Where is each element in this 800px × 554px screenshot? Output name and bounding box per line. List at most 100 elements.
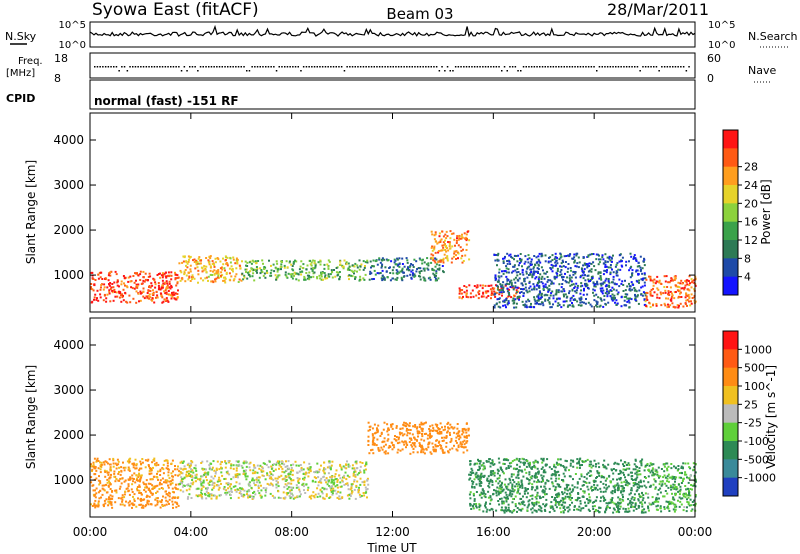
echo-cell (99, 480, 102, 483)
echo-cell (256, 471, 259, 474)
echo-cell (521, 265, 523, 268)
echo-cell (398, 257, 401, 260)
echo-cell (288, 491, 291, 494)
echo-cell (590, 270, 593, 273)
echo-cell (421, 427, 424, 430)
echo-cell (584, 504, 587, 507)
echo-cell (465, 431, 468, 434)
echo-cell (616, 482, 619, 485)
echo-cell (509, 489, 512, 492)
echo-cell (532, 267, 535, 270)
echo-cell (140, 497, 143, 500)
echo-cell (345, 478, 348, 481)
echo-cell (546, 280, 549, 283)
echo-cell (444, 428, 446, 431)
echo-cell (630, 255, 633, 258)
echo-cell (111, 495, 114, 498)
echo-cell (387, 428, 390, 431)
echo-cell (242, 495, 245, 498)
echo-cell (234, 489, 237, 492)
echo-cell (638, 495, 641, 497)
echo-cell (351, 490, 354, 493)
echo-cell (235, 273, 238, 276)
echo-cell (291, 265, 294, 267)
echo-cell (510, 255, 513, 258)
echo-cell (223, 279, 226, 282)
echo-cell (637, 302, 640, 305)
echo-cell (550, 477, 553, 480)
echo-cell (109, 498, 112, 500)
echo-cell (590, 305, 593, 308)
echo-cell (162, 273, 165, 276)
echo-cell (599, 480, 602, 483)
echo-cell (477, 291, 480, 294)
echo-cell (209, 479, 212, 482)
echo-cell (513, 265, 516, 268)
echo-cell (509, 286, 512, 288)
echo-cell (122, 299, 125, 302)
echo-cell (533, 286, 536, 289)
echo-cell (240, 492, 243, 495)
echo-cell (564, 266, 567, 269)
echo-cell (640, 501, 643, 504)
echo-cell (109, 288, 112, 290)
echo-cell (286, 266, 289, 269)
echo-cell (590, 466, 593, 469)
echo-cell (494, 279, 497, 282)
echo-cell (398, 271, 401, 274)
echo-cell (425, 432, 428, 435)
echo-cell (310, 267, 313, 270)
echo-cell (172, 470, 174, 473)
echo-cell (596, 280, 599, 283)
echo-cell (359, 496, 362, 498)
echo-cell (445, 250, 448, 253)
echo-cell (241, 466, 244, 469)
echo-cell (547, 290, 550, 293)
echo-cell (562, 300, 565, 303)
echo-cell (457, 235, 460, 238)
echo-cell (92, 484, 95, 487)
freq-point (370, 66, 373, 68)
echo-cell (439, 241, 442, 243)
echo-cell (332, 489, 335, 492)
echo-cell (543, 272, 546, 275)
echo-cell (326, 466, 329, 469)
echo-cell (165, 297, 168, 300)
echo-cell (475, 476, 478, 479)
echo-cell (458, 430, 461, 433)
echo-cell (558, 258, 561, 261)
echo-cell (536, 491, 539, 494)
echo-cell (188, 275, 191, 278)
echo-cell (401, 448, 404, 451)
echo-cell (587, 255, 590, 258)
echo-cell (556, 270, 559, 272)
echo-cell (444, 239, 446, 242)
echo-cell (643, 299, 646, 302)
echo-cell (631, 471, 633, 474)
echo-cell (230, 483, 232, 486)
echo-cell (212, 481, 215, 484)
echo-cell (329, 273, 332, 276)
echo-cell (321, 278, 324, 281)
echo-cell (611, 501, 614, 504)
echo-cell (579, 500, 582, 503)
echo-cell (603, 269, 606, 272)
echo-cell (535, 497, 538, 500)
echo-cell (116, 458, 119, 461)
echo-cell (516, 286, 519, 289)
echo-cell (212, 477, 215, 480)
echo-cell (522, 292, 525, 295)
echo-cell (123, 493, 126, 496)
echo-cell (303, 478, 306, 481)
echo-cell (566, 270, 569, 273)
echo-cell (263, 462, 266, 465)
echo-cell (171, 295, 174, 298)
echo-cell (455, 448, 458, 451)
echo-cell (316, 276, 318, 279)
echo-cell (615, 484, 618, 487)
echo-cell (142, 498, 145, 501)
echo-cell (436, 445, 439, 447)
echo-cell (362, 260, 365, 263)
echo-cell (290, 275, 293, 278)
echo-cell (602, 490, 605, 493)
